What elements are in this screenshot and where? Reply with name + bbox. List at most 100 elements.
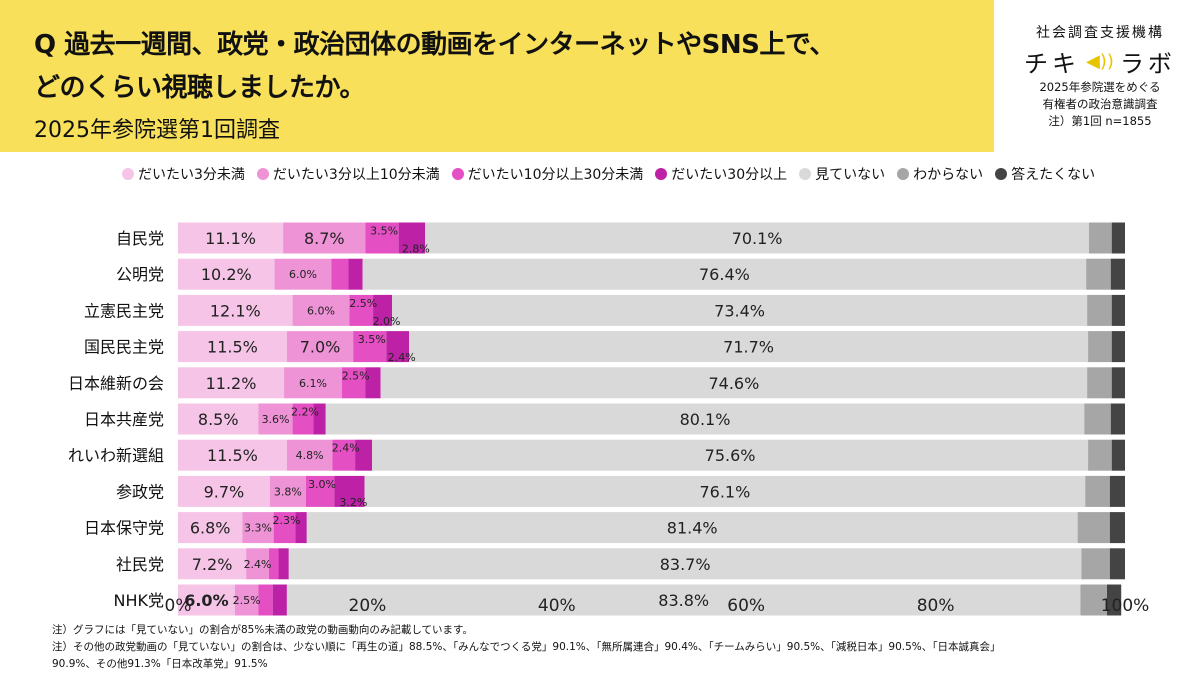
- x-tick-label: 100%: [1101, 596, 1150, 616]
- bar-segment: [1111, 439, 1125, 471]
- bar-segment: [1110, 258, 1125, 290]
- data-label: 3.5%: [370, 225, 398, 238]
- org-logo: チキ ◀)) ラボ: [1000, 44, 1200, 79]
- legend-swatch-3: [655, 168, 668, 180]
- bar-segment: [178, 258, 275, 290]
- data-label: 8.5%: [198, 410, 239, 429]
- data-label: 6.8%: [190, 519, 231, 538]
- logo-text-right: ラボ: [1119, 50, 1176, 78]
- bar-segment: [1077, 512, 1110, 544]
- bar-segment: [269, 475, 306, 507]
- data-label: 6.0%: [307, 304, 335, 317]
- legend-label-0: だいたい3分未満: [138, 167, 245, 183]
- bar-segment: [334, 475, 365, 507]
- question-title: Q 過去一週間、政党・政治団体の動画をインターネットやSNS上で、 どのくらい視…: [34, 24, 835, 110]
- data-label: 2.4%: [332, 442, 360, 455]
- bar-segment: [292, 403, 314, 435]
- category-label: 公明党: [116, 265, 164, 284]
- bar-segment: [178, 475, 270, 507]
- bar-segment: [332, 439, 356, 471]
- data-label: 70.1%: [732, 229, 783, 248]
- x-tick-label: 40%: [538, 596, 576, 616]
- bar-segment: [1088, 439, 1112, 471]
- data-label: 71.7%: [723, 338, 774, 357]
- bar-segment: [306, 512, 1078, 544]
- data-label: 2.0%: [373, 315, 401, 328]
- org-desc-line-2: 有権者の政治意識調査: [1042, 97, 1158, 111]
- logo-text-left: チキ: [1024, 50, 1081, 78]
- bar-segment: [278, 548, 289, 580]
- bar-segment: [372, 439, 1089, 471]
- category-label: 参政党: [116, 482, 164, 501]
- bar-segment: [1086, 258, 1111, 290]
- bar-segment: [178, 331, 287, 363]
- bar-segment: [178, 584, 235, 616]
- bar-segment: [1107, 584, 1122, 616]
- legend-label-6: 答えたくない: [1011, 167, 1096, 183]
- legend-label-2: だいたい10分以上30分未満: [467, 167, 644, 183]
- data-label: 11.5%: [207, 338, 258, 357]
- category-label: 立憲民主党: [84, 301, 164, 320]
- bar-segment: [234, 584, 259, 616]
- bar-segment: [353, 331, 387, 363]
- data-label: 7.2%: [192, 555, 233, 574]
- category-label: 日本維新の会: [68, 374, 164, 393]
- data-label: 73.4%: [714, 301, 765, 320]
- bar-segment: [1084, 403, 1111, 435]
- survey-subtitle: 2025年参院選第1回調査: [34, 118, 280, 143]
- category-label: 日本共産党: [84, 410, 164, 429]
- bar-segment: [380, 367, 1088, 399]
- bar-segment: [325, 403, 1085, 435]
- bar-segment: [178, 294, 293, 326]
- bar-segment: [1085, 475, 1110, 507]
- category-label: 自民党: [116, 229, 164, 248]
- legend-swatch-1: [256, 168, 269, 180]
- data-label: 2.2%: [291, 406, 319, 419]
- data-label: 10.2%: [201, 265, 252, 284]
- bar-segment: [258, 584, 273, 616]
- x-tick-label: 20%: [349, 596, 387, 616]
- bar-segment: [341, 367, 366, 399]
- bar-segment: [331, 258, 349, 290]
- bar-segment: [355, 439, 373, 471]
- question-line-2: どのくらい視聴しましたか。: [34, 73, 365, 103]
- data-label: 6.1%: [299, 377, 327, 390]
- bar-segment: [1110, 403, 1125, 435]
- bar-segment: [373, 294, 393, 326]
- data-label: 81.4%: [667, 519, 718, 538]
- logo-mark-icon: ◀)): [1086, 51, 1114, 72]
- bar-segment: [362, 258, 1087, 290]
- bar-segment: [258, 403, 293, 435]
- bar-segment: [1089, 222, 1112, 254]
- bar-segment: [409, 331, 1089, 363]
- bar-segment: [178, 367, 285, 399]
- bar-segment: [1109, 548, 1125, 580]
- data-label: 2.3%: [273, 514, 301, 527]
- bar-segment: [274, 258, 332, 290]
- data-label: 3.6%: [262, 413, 290, 426]
- bar-segment: [288, 548, 1082, 580]
- bar-segment: [246, 548, 269, 580]
- legend-label-3: だいたい30分以上: [671, 167, 788, 183]
- data-label: 2.4%: [244, 558, 272, 571]
- legend-item-5: わからない: [897, 164, 983, 184]
- bar-segment: [1087, 367, 1112, 399]
- data-label: 11.5%: [207, 446, 258, 465]
- data-label: 6.0%: [289, 268, 317, 281]
- data-label: 3.0%: [308, 478, 336, 491]
- bar-segment: [292, 294, 350, 326]
- org-sample-size: 注）第1回 n=1855: [1048, 114, 1152, 128]
- bar-segment: [425, 222, 1090, 254]
- bar-segment: [1088, 331, 1112, 363]
- bar-segment: [1111, 331, 1125, 363]
- bar-segment: [349, 294, 374, 326]
- data-label: 74.6%: [708, 374, 759, 393]
- bar-segment: [242, 512, 274, 544]
- category-label: 国民民主党: [84, 338, 164, 357]
- bar-segment: [178, 222, 284, 254]
- legend-item-2: だいたい10分以上30分未満: [451, 164, 644, 184]
- data-label: 75.6%: [705, 446, 756, 465]
- legend-swatch-6: [995, 168, 1008, 180]
- footnotes: 注）グラフには「見ていない」の割合が85%未満の政党の動画動向のみ記載しています…: [52, 622, 1172, 673]
- bar-segment: [286, 584, 1081, 616]
